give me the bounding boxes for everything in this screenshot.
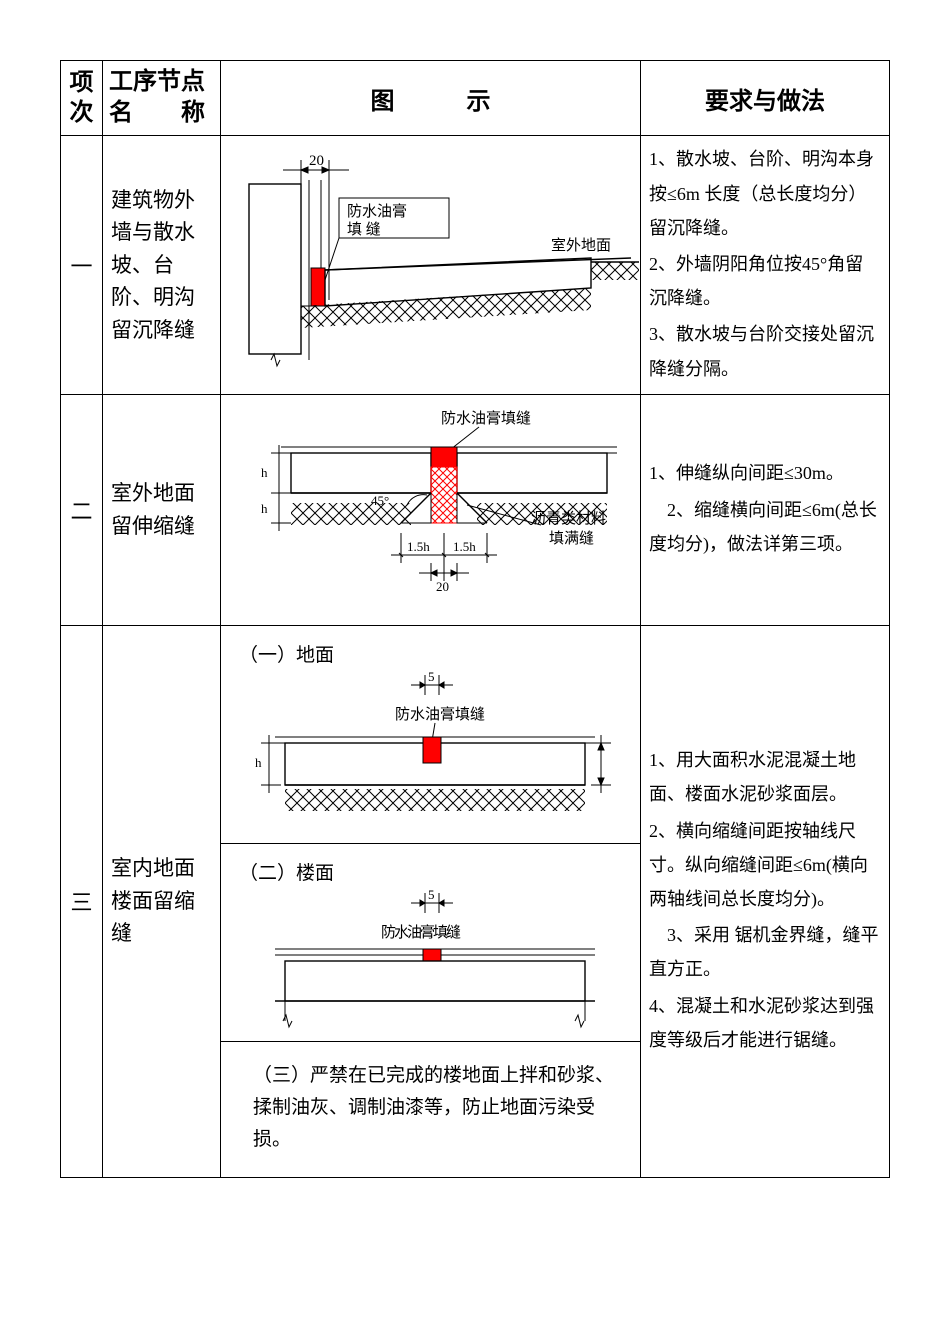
row2-req: 1、伸缝纵向间距≤30m。 2、缩缝横向间距≤6m(总长度均分)，做法详第三项。 xyxy=(641,394,890,625)
diagram-3a-svg: 5 防水油膏填缝 xyxy=(225,671,635,841)
dim-h-3a: h xyxy=(255,755,262,770)
row3-diagram-a: （一）地面 xyxy=(221,625,641,843)
row3-name: 室内地面楼面留缩缝 xyxy=(103,625,221,1177)
label-filler-2b: 填满缝 xyxy=(549,530,594,547)
label-sealant-2: 防水油膏填缝 xyxy=(441,410,531,427)
label-ground-1: 室外地面 xyxy=(551,237,611,254)
row2-name: 室外地面留伸缩缝 xyxy=(103,394,221,625)
row1-index: 一 xyxy=(61,136,103,394)
dim-15h-l: 1.5h xyxy=(407,539,430,554)
row3-req: 1、用大面积水泥混凝土地面、楼面水泥砂浆面层。 2、横向缩缝间距按轴线尺寸。纵向… xyxy=(641,625,890,1177)
row2-name-text: 室外地面留伸缩缝 xyxy=(111,481,195,538)
dim-h-lower: h xyxy=(261,501,268,516)
row1-req-3: 3、散水坡与台阶交接处留沉降缝分隔。 xyxy=(649,317,881,385)
header-req: 要求与做法 xyxy=(641,61,890,136)
diagram-1-svg: 20 防水油膏 填 缝 xyxy=(231,150,641,380)
header-diagram-text: 图 示 xyxy=(371,89,491,115)
row3-index-text: 三 xyxy=(70,890,92,915)
dim-20-2: 20 xyxy=(436,579,449,594)
sealant-rect-3a xyxy=(423,737,441,763)
dim-5b: 5 xyxy=(428,889,435,902)
row3-b-title: （二）楼面 xyxy=(239,858,636,885)
row3-req-2: 2、横向缩缝间距按轴线尺寸。纵向缩缝间距≤6m(横向两轴线间总长度均分)。 xyxy=(649,814,881,917)
header-name: 工序节点名 称 xyxy=(103,61,221,136)
row3-req-4: 4、混凝土和水泥砂浆达到强度等级后才能进行锯缝。 xyxy=(649,989,881,1057)
header-req-text: 要求与做法 xyxy=(705,89,825,115)
row3-name-text: 室内地面楼面留缩缝 xyxy=(111,856,195,945)
header-name-text: 工序节点名 称 xyxy=(109,69,205,126)
dim-20: 20 xyxy=(309,153,324,169)
spec-table: 项次 工序节点名 称 图 示 要求与做法 一 建筑物外墙与散水坡、台阶、明沟留沉… xyxy=(60,60,890,1178)
label-3b: 防水油膏填缝 xyxy=(381,924,461,941)
label-filler-2a: 沥青类材料 xyxy=(531,510,606,527)
row3-diagram-b: （二）楼面 5 防水油膏填缝 xyxy=(221,843,641,1041)
label-sealant-1a: 防水油膏 xyxy=(347,203,407,220)
diagram-3b-svg: 5 防水油膏填缝 xyxy=(225,889,635,1039)
row3-index: 三 xyxy=(61,625,103,1177)
table-row: 二 室外地面留伸缩缝 xyxy=(61,394,890,625)
row3-c-text: （三）严禁在已完成的楼地面上拌和砂浆、揉制油灰、调制油漆等，防止地面污染受损。 xyxy=(229,1048,632,1171)
label-sealant-1b: 填 缝 xyxy=(347,221,381,238)
dim-15h-r: 1.5h xyxy=(453,539,476,554)
table-row: 三 室内地面楼面留缩缝 （一）地面 xyxy=(61,625,890,843)
row2-req-2: 2、缩缝横向间距≤6m(总长度均分)，做法详第三项。 xyxy=(649,493,881,561)
table-row: 一 建筑物外墙与散水坡、台阶、明沟留沉降缝 xyxy=(61,136,890,394)
header-index-text: 项次 xyxy=(70,70,94,126)
table-header-row: 项次 工序节点名 称 图 示 要求与做法 xyxy=(61,61,890,136)
diagram-2-svg: 防水油膏填缝 45° xyxy=(231,405,641,615)
row1-diagram-cell: 20 防水油膏 填 缝 xyxy=(221,136,641,394)
filler-rect-2 xyxy=(431,467,457,523)
row2-index-text: 二 xyxy=(70,499,92,524)
dim-5a: 5 xyxy=(428,671,435,684)
row1-req: 1、散水坡、台阶、明沟本身按≤6m 长度（总长度均分）留沉降缝。 2、外墙阴阳角… xyxy=(641,136,890,394)
row2-index: 二 xyxy=(61,394,103,625)
row1-name-text: 建筑物外墙与散水坡、台阶、明沟留沉降缝 xyxy=(111,188,195,342)
row3-req-1: 1、用大面积水泥混凝土地面、楼面水泥砂浆面层。 xyxy=(649,743,881,811)
sealant-rect-1 xyxy=(311,268,325,306)
row1-name: 建筑物外墙与散水坡、台阶、明沟留沉降缝 xyxy=(103,136,221,394)
row1-index-text: 一 xyxy=(70,254,92,279)
dim-h-upper: h xyxy=(261,465,268,480)
row3-a-title: （一）地面 xyxy=(239,640,636,667)
row3-diagram-c: （三）严禁在已完成的楼地面上拌和砂浆、揉制油灰、调制油漆等，防止地面污染受损。 xyxy=(221,1041,641,1177)
row2-diagram: 防水油膏填缝 45° xyxy=(229,401,632,619)
header-index: 项次 xyxy=(61,61,103,136)
row1-req-1: 1、散水坡、台阶、明沟本身按≤6m 长度（总长度均分）留沉降缝。 xyxy=(649,142,881,245)
row1-req-2: 2、外墙阴阳角位按45°角留沉降缝。 xyxy=(649,247,881,315)
row1-diagram: 20 防水油膏 填 缝 xyxy=(229,146,632,384)
sealant-rect-2 xyxy=(431,447,457,467)
row2-diagram-cell: 防水油膏填缝 45° xyxy=(221,394,641,625)
sealant-rect-3b xyxy=(423,949,441,961)
label-3a: 防水油膏填缝 xyxy=(395,706,485,723)
row3-req-3: 3、采用 锯机金界缝，缝平直方正。 xyxy=(649,918,881,986)
row2-req-1: 1、伸缝纵向间距≤30m。 xyxy=(649,456,881,490)
header-diagram: 图 示 xyxy=(221,61,641,136)
